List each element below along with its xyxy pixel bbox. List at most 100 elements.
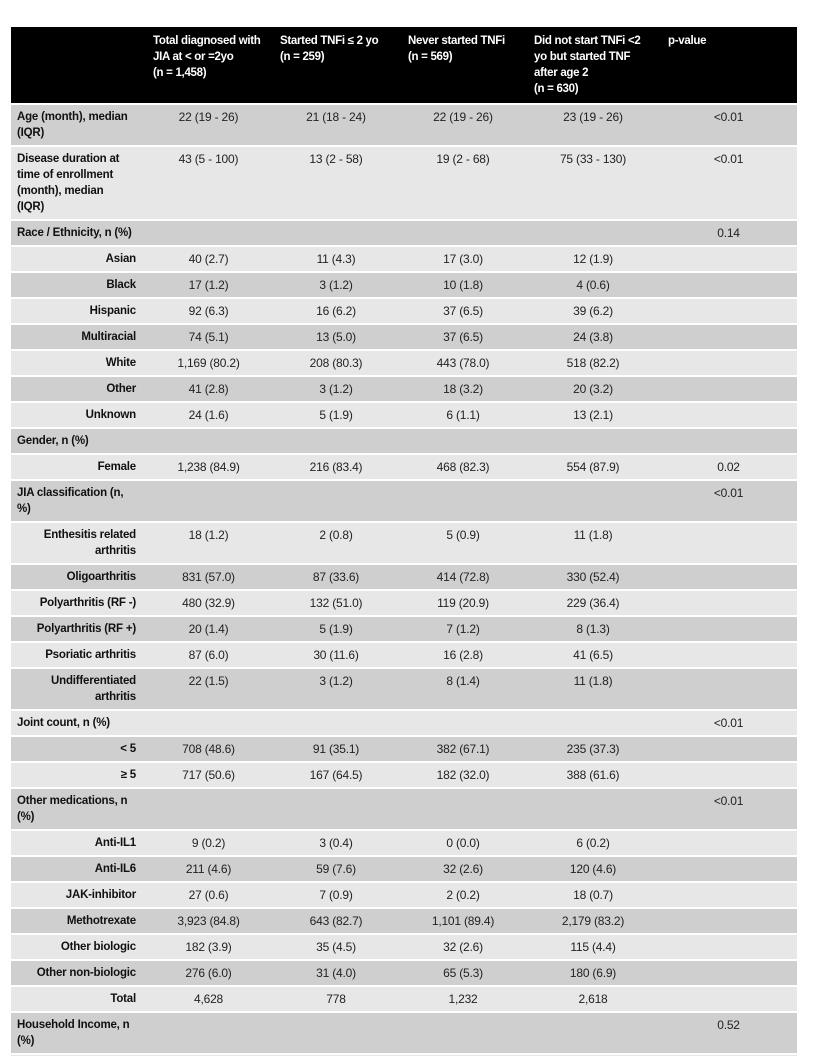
p-value-cell	[660, 830, 797, 857]
data-cell: 8 (1.3)	[526, 616, 660, 643]
row-label: Female	[11, 454, 145, 481]
table-row: ≥ 5 717 (50.6) 167 (64.5) 182 (32.0) 388 (61…	[11, 762, 797, 789]
row-label: Other medications, n (%)	[11, 788, 145, 831]
data-cell: 59 (7.6)	[272, 856, 400, 883]
data-cell	[272, 220, 400, 247]
baseline-characteristics-table: Total diagnosed with JIA at < or =2yo (n…	[11, 27, 797, 1056]
data-cell: 65 (5.3)	[400, 960, 526, 987]
row-label: Asian	[11, 246, 145, 273]
data-cell: 87 (33.6)	[272, 564, 400, 591]
p-value-cell	[660, 298, 797, 325]
data-cell: 235 (37.3)	[526, 736, 660, 763]
data-cell: 1,169 (80.2)	[145, 350, 272, 377]
p-value-cell	[660, 616, 797, 643]
data-cell: 1,101 (89.4)	[400, 908, 526, 935]
data-cell	[400, 220, 526, 247]
data-cell	[526, 480, 660, 523]
data-cell: 11 (4.3)	[272, 246, 400, 273]
data-cell: 11 (1.8)	[526, 522, 660, 565]
data-cell: 708 (48.6)	[145, 736, 272, 763]
data-cell: 22 (19 - 26)	[145, 104, 272, 147]
data-cell: 518 (82.2)	[526, 350, 660, 377]
data-cell: 74 (5.1)	[145, 324, 272, 351]
table-row: Polyarthritis (RF +) 20 (1.4) 5 (1.9) 7 (1.…	[11, 616, 797, 643]
row-label: < 5	[11, 736, 145, 763]
section-header-row: JIA classification (n, %) <0.01	[11, 480, 797, 523]
data-cell: 31 (4.0)	[272, 960, 400, 987]
data-cell: 91 (35.1)	[272, 736, 400, 763]
data-cell: 2,179 (83.2)	[526, 908, 660, 935]
row-label: JIA classification (n, %)	[11, 480, 145, 523]
row-label: Gender, n (%)	[11, 428, 145, 455]
data-cell: 22 (1.5)	[145, 668, 272, 711]
data-cell: 5 (1.9)	[272, 616, 400, 643]
data-cell: 30 (11.6)	[272, 642, 400, 669]
header-started-tnfi: Started TNFi ≤ 2 yo (n = 259)	[272, 27, 400, 105]
table-body: Age (month), median (IQR) 22 (19 - 26) 21 …	[11, 104, 797, 1056]
table-row: Enthesitis related arthritis 18 (1.2) 2 (0…	[11, 522, 797, 565]
p-value-cell: 0.52	[660, 1012, 797, 1055]
data-cell: 35 (4.5)	[272, 934, 400, 961]
row-label: Joint count, n (%)	[11, 710, 145, 737]
data-cell	[526, 428, 660, 455]
p-value-cell	[660, 376, 797, 403]
data-cell	[145, 1012, 272, 1055]
row-label: Other non-biologic	[11, 960, 145, 987]
data-cell: 19 (2 - 68)	[400, 146, 526, 221]
data-cell: 382 (67.1)	[400, 736, 526, 763]
row-label: <25,000	[11, 1054, 145, 1056]
data-cell: 13 (2 - 58)	[272, 146, 400, 221]
row-label: Polyarthritis (RF +)	[11, 616, 145, 643]
data-cell: 0 (0.0)	[400, 830, 526, 857]
data-cell	[526, 220, 660, 247]
data-cell: 38 (6.0)	[526, 1054, 660, 1056]
p-value-cell	[660, 564, 797, 591]
table-row: White 1,169 (80.2) 208 (80.3) 443 (78.0) 518…	[11, 350, 797, 377]
data-cell: 40 (2.7)	[145, 246, 272, 273]
data-cell: 105 (7.2)	[145, 1054, 272, 1056]
data-cell: 330 (52.4)	[526, 564, 660, 591]
data-cell	[272, 480, 400, 523]
table-row: Oligoarthritis 831 (57.0) 87 (33.6) 414 (72…	[11, 564, 797, 591]
data-cell: 180 (6.9)	[526, 960, 660, 987]
p-value-cell	[660, 402, 797, 429]
section-header-row: Joint count, n (%) <0.01	[11, 710, 797, 737]
p-value-cell	[660, 736, 797, 763]
row-label: ≥ 5	[11, 762, 145, 789]
header-total-diagnosed: Total diagnosed with JIA at < or =2yo (n…	[145, 27, 272, 105]
p-value-cell	[660, 1054, 797, 1056]
data-cell: 24 (3.8)	[526, 324, 660, 351]
data-cell: 87 (6.0)	[145, 642, 272, 669]
p-value-cell	[660, 934, 797, 961]
table-row: < 5 708 (48.6) 91 (35.1) 382 (67.1) 235 (37.…	[11, 736, 797, 763]
data-cell	[145, 428, 272, 455]
table-row: Psoriatic arthritis 87 (6.0) 30 (11.6) 16 (…	[11, 642, 797, 669]
document-page: Total diagnosed with JIA at < or =2yo (n…	[0, 27, 816, 1056]
data-cell	[272, 710, 400, 737]
data-cell: 43 (5 - 100)	[145, 146, 272, 221]
p-value-cell: <0.01	[660, 146, 797, 221]
data-cell	[272, 428, 400, 455]
data-cell: 17 (1.2)	[145, 272, 272, 299]
data-cell: 24 (1.6)	[145, 402, 272, 429]
row-label: Enthesitis related arthritis	[11, 522, 145, 565]
data-cell	[400, 1012, 526, 1055]
table-row: JAK-inhibitor 27 (0.6) 7 (0.9) 2 (0.2) 18 (0…	[11, 882, 797, 909]
section-header-row: Gender, n (%)	[11, 428, 797, 455]
data-cell	[145, 480, 272, 523]
data-cell: 16 (2.8)	[400, 642, 526, 669]
table-row: Unknown 24 (1.6) 5 (1.9) 6 (1.1) 13 (2.1)	[11, 402, 797, 429]
table-row: Other non-biologic 276 (6.0) 31 (4.0) 65 (5…	[11, 960, 797, 987]
data-cell: 3,923 (84.8)	[145, 908, 272, 935]
data-cell: 276 (6.0)	[145, 960, 272, 987]
data-cell: 23 (19 - 26)	[526, 104, 660, 147]
row-label: Anti-IL1	[11, 830, 145, 857]
data-cell: 3 (0.4)	[272, 830, 400, 857]
data-cell: 18 (3.2)	[400, 376, 526, 403]
row-label: Oligoarthritis	[11, 564, 145, 591]
data-cell: 92 (6.3)	[145, 298, 272, 325]
data-cell: 216 (83.4)	[272, 454, 400, 481]
header-p-value: p-value	[660, 27, 797, 105]
data-cell: 32 (2.6)	[400, 856, 526, 883]
p-value-cell: <0.01	[660, 480, 797, 523]
